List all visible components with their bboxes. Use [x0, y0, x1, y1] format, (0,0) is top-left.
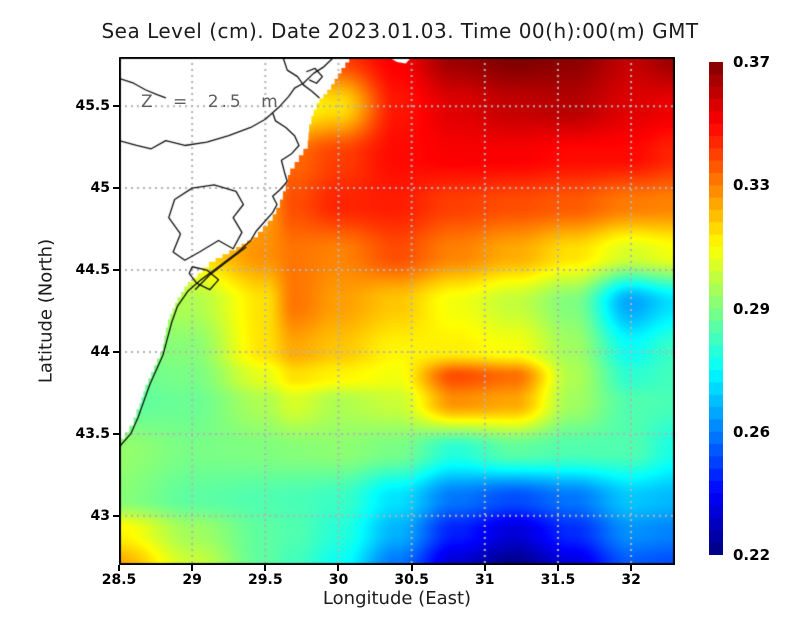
x-tick-label: 30 [328, 572, 349, 588]
x-axis-label: Longitude (East) [322, 588, 472, 609]
x-tick-label: 31.5 [540, 572, 576, 588]
colorbar-tick-label: 0.33 [733, 176, 771, 195]
y-tick-label: 45.5 [75, 98, 110, 115]
x-tick-label: 29 [182, 572, 202, 588]
y-tick-label: 43 [90, 507, 110, 524]
x-tick [191, 565, 194, 571]
colorbar-tick-label: 0.29 [733, 299, 771, 318]
x-tick [483, 565, 486, 571]
x-tick [118, 565, 120, 571]
y-tick-label: 44.5 [75, 262, 110, 279]
x-tick-label: 30.5 [394, 572, 429, 588]
y-tick [113, 269, 119, 272]
y-tick [113, 105, 119, 108]
y-axis-label: Latitude (North) [35, 238, 57, 384]
x-tick-label: 32 [621, 572, 641, 588]
x-tick [337, 565, 340, 571]
colorbar-tick-label: 0.26 [733, 422, 771, 441]
x-tick [556, 565, 559, 571]
x-tick-label: 28.5 [101, 572, 137, 588]
colorbar-tick-label: 0.37 [733, 53, 771, 71]
y-tick [113, 514, 119, 517]
y-tick [113, 350, 119, 353]
x-tick-label: 29.5 [248, 572, 283, 588]
x-tick [630, 565, 633, 571]
y-tick [113, 432, 119, 435]
y-tick [113, 187, 119, 190]
sea-level-heatmap [119, 57, 675, 565]
x-tick [264, 565, 267, 571]
colorbar [709, 62, 723, 555]
y-tick-label: 43.5 [75, 425, 110, 442]
x-tick-label: 31 [475, 572, 495, 588]
x-tick [410, 565, 413, 571]
page-title: Sea Level (cm). Date 2023.01.03. Time 00… [101, 19, 699, 43]
colorbar-tick-label: 0.22 [733, 546, 771, 564]
y-tick-label: 45 [90, 180, 110, 197]
y-tick-label: 44 [90, 343, 110, 360]
depth-annotation: Z = 2.5 m [141, 92, 281, 112]
